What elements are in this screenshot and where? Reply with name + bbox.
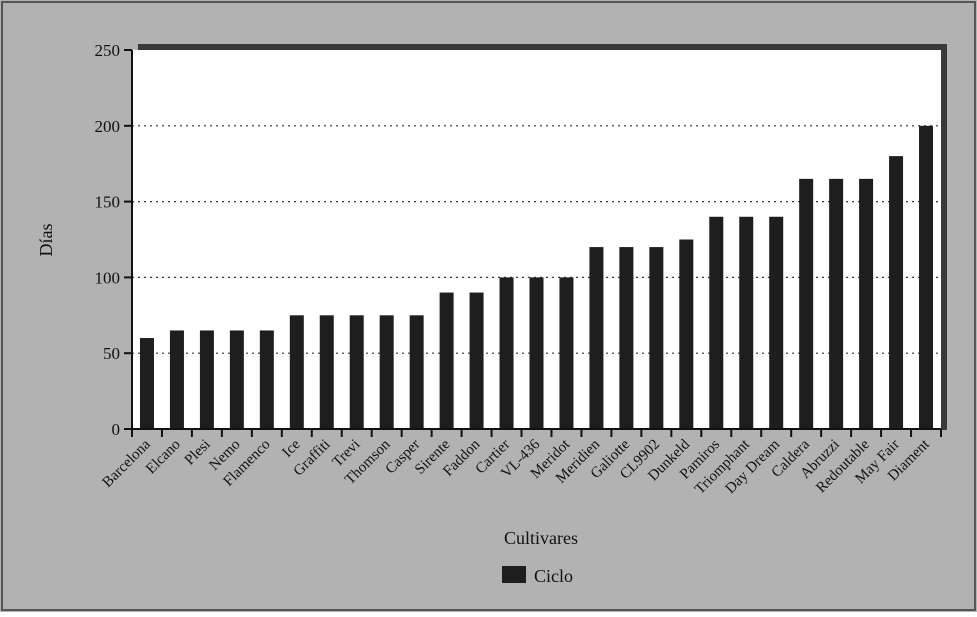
x-axis-label: Cultivares [504,528,578,548]
bar [380,315,394,429]
bar [290,315,304,429]
bar [170,330,184,429]
bar [260,330,274,429]
bar [769,217,783,429]
bar [559,277,573,429]
bar [320,315,334,429]
bar [739,217,753,429]
legend-label: Ciclo [534,566,573,586]
bar [889,156,903,429]
bar [410,315,424,429]
bar [679,240,693,430]
bar [440,293,454,429]
y-tick-label: 50 [103,344,120,363]
y-tick-label: 150 [95,193,121,212]
y-tick-label: 100 [95,268,121,287]
y-axis-label: Días [36,224,56,257]
y-tick-label: 200 [95,117,121,136]
legend-swatch [502,566,526,583]
bar [859,179,873,429]
bar [709,217,723,429]
bar [530,277,544,429]
bar [919,126,933,429]
legend: Ciclo [502,566,573,586]
bar [140,338,154,429]
y-tick-label: 250 [95,41,121,60]
bar [829,179,843,429]
bar [200,330,214,429]
bar [619,247,633,429]
bar [350,315,364,429]
bar [799,179,813,429]
bar [500,277,514,429]
y-tick-label: 0 [112,420,121,439]
bar [649,247,663,429]
bar [470,293,484,429]
bar [589,247,603,429]
bar [230,330,244,429]
